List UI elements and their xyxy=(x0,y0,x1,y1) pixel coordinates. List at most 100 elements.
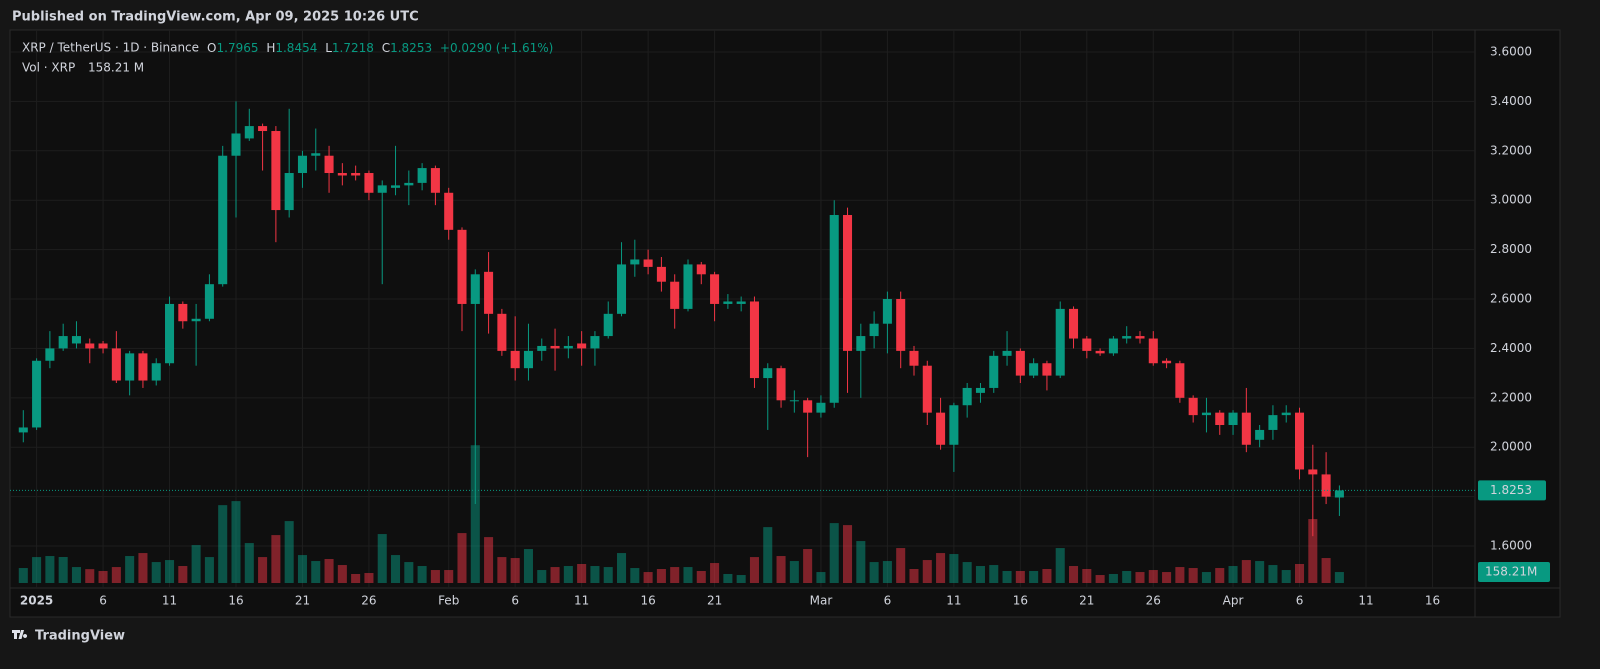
candle-body xyxy=(763,368,773,379)
candle-body xyxy=(484,271,494,314)
candle-body xyxy=(869,323,879,337)
grid xyxy=(10,30,1475,588)
labels: 1.60001.80002.00002.20002.40002.60002.80… xyxy=(10,44,1550,608)
volume-bar xyxy=(311,561,321,583)
volume-bar xyxy=(1162,572,1172,583)
volume-bar xyxy=(696,571,706,583)
candle-body xyxy=(311,153,321,156)
volume-bar xyxy=(603,567,613,583)
volume-bar xyxy=(1135,572,1145,583)
candle-body xyxy=(497,313,507,351)
volume-bar xyxy=(165,560,175,583)
candle-body xyxy=(284,173,294,211)
x-tick-label: 11 xyxy=(162,594,177,608)
candle-body xyxy=(1055,308,1065,376)
candle-body xyxy=(909,350,919,366)
candle-body xyxy=(723,301,733,304)
candle-body xyxy=(1308,469,1318,475)
volume-bar xyxy=(670,567,680,583)
y-tick-label: 2.4000 xyxy=(1490,341,1532,355)
volume-bar xyxy=(1029,571,1039,583)
volume-bar xyxy=(550,567,560,583)
volume-bar xyxy=(1241,560,1251,583)
candle-body xyxy=(417,168,427,183)
volume-bar xyxy=(510,558,520,583)
volume-bar xyxy=(896,548,906,583)
volume-bar xyxy=(98,571,108,583)
candle-body xyxy=(231,133,241,156)
volume-bar xyxy=(989,565,999,583)
x-tick-label: 2025 xyxy=(20,594,53,608)
candle-body xyxy=(1175,363,1185,398)
volume-bar xyxy=(523,549,533,583)
volume-bar xyxy=(457,533,467,583)
volume-badge-text: 158.21M xyxy=(1485,565,1537,579)
volume-bar xyxy=(1069,566,1079,583)
l-value: 1.7218 xyxy=(332,41,374,55)
y-tick-label: 3.2000 xyxy=(1490,143,1532,157)
volume-bar xyxy=(351,573,361,583)
l-label: L xyxy=(325,41,332,55)
candle-body xyxy=(523,350,533,369)
volume-bar xyxy=(789,561,799,583)
candle-body xyxy=(1334,490,1344,498)
volume-bar xyxy=(1294,564,1305,583)
candle-body xyxy=(1095,350,1105,354)
volume-bar xyxy=(1055,548,1065,583)
x-tick-label: 16 xyxy=(1013,594,1028,608)
ohlc-legend: O1.7965 H1.8454 L1.7218 C1.8253 +0.0290 … xyxy=(207,41,553,55)
candle-body xyxy=(949,405,959,445)
candle-body xyxy=(324,155,334,174)
candle-body xyxy=(550,345,560,349)
candle-body xyxy=(391,185,401,188)
candle-body xyxy=(1255,429,1265,440)
x-tick-label: Mar xyxy=(810,594,833,608)
volume-bar xyxy=(497,557,507,583)
candle-body xyxy=(962,387,972,406)
volume-bar xyxy=(776,556,786,583)
candle-body xyxy=(297,155,307,174)
candle-body xyxy=(537,345,547,351)
volume-bar xyxy=(1268,565,1278,583)
volume-bar xyxy=(377,534,387,583)
candle-body xyxy=(683,264,693,309)
volume-bar xyxy=(1255,561,1265,583)
volume-bar xyxy=(417,566,427,583)
volume-bar xyxy=(204,557,214,583)
volume-bar xyxy=(178,566,188,583)
candle-body xyxy=(271,131,281,211)
volume-bar xyxy=(470,445,480,583)
h-value: 1.8454 xyxy=(275,41,317,55)
candle-body xyxy=(749,301,759,379)
candle-body xyxy=(1135,336,1145,339)
x-tick-label: 11 xyxy=(946,594,961,608)
volume-bar xyxy=(218,505,228,583)
volume-bar xyxy=(723,573,733,583)
candle-body xyxy=(165,303,175,364)
candle-body xyxy=(1082,338,1092,351)
candle-body xyxy=(1042,363,1052,376)
logo xyxy=(12,630,28,639)
x-tick-label: 21 xyxy=(1079,594,1094,608)
x-tick-label: 26 xyxy=(1146,594,1161,608)
candle-body xyxy=(816,402,826,413)
candle-body xyxy=(1002,350,1012,356)
volume-bar xyxy=(484,537,494,583)
x-tick-label: 11 xyxy=(1358,594,1373,608)
footer-brand: TradingView xyxy=(35,629,125,644)
volume-bar xyxy=(151,562,161,583)
volume-bar xyxy=(763,527,773,583)
x-tick-label: 16 xyxy=(228,594,243,608)
candle-body xyxy=(510,350,520,369)
candle-body xyxy=(85,343,95,349)
candle-body xyxy=(151,363,161,381)
candle-body xyxy=(856,336,866,351)
volume-bar xyxy=(617,553,627,583)
volume-bar xyxy=(231,501,241,583)
volume-bar xyxy=(563,566,573,583)
candle-body xyxy=(1148,338,1158,364)
y-tick-label: 2.0000 xyxy=(1490,440,1532,454)
volume-bar xyxy=(922,560,932,583)
volume-bar xyxy=(1201,572,1211,583)
